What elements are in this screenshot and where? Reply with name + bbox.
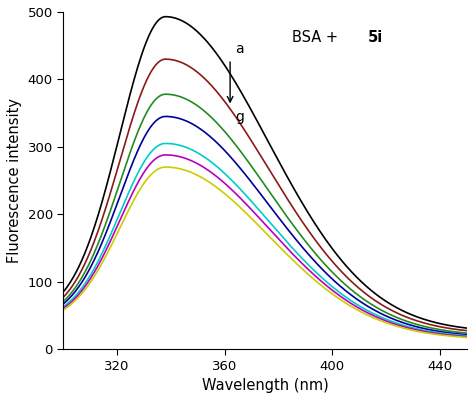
Text: g: g <box>236 110 245 124</box>
Text: BSA +: BSA + <box>292 30 343 45</box>
Text: a: a <box>236 42 244 56</box>
Text: 5i: 5i <box>367 30 383 45</box>
Y-axis label: Fluorescence intensity: Fluorescence intensity <box>7 98 22 263</box>
X-axis label: Wavelength (nm): Wavelength (nm) <box>202 378 328 393</box>
